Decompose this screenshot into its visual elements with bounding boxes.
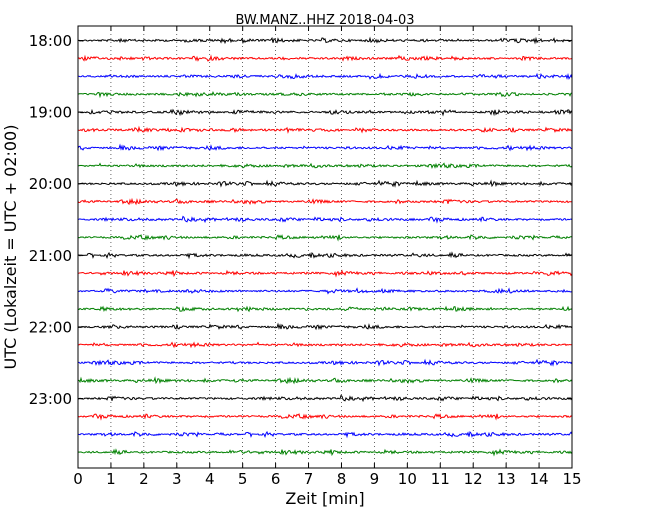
- trace-2045: [77, 234, 573, 242]
- x-tick-label: 2: [139, 470, 149, 488]
- trace-2100: [77, 251, 573, 260]
- trace-2345: [77, 448, 573, 457]
- trace-2245: [77, 376, 573, 385]
- x-tick-label: 15: [562, 470, 581, 488]
- y-axis-label: UTC (Lokalzeit = UTC + 02:00): [1, 125, 20, 370]
- x-tick-label: 5: [238, 470, 248, 488]
- x-axis-label: Zeit [min]: [285, 489, 364, 508]
- y-axis-ticks: 18:00 19:00 20:00 21:00 22:00 23:00: [29, 32, 572, 408]
- trace-2230: [77, 358, 573, 367]
- trace-2000: [77, 179, 573, 188]
- x-tick-label: 3: [172, 470, 182, 488]
- x-tick-label: 12: [464, 470, 483, 488]
- chart-title: BW.MANZ..HHZ 2018-04-03: [235, 13, 414, 28]
- trace-2145: [77, 305, 573, 313]
- trace-2015: [77, 197, 573, 206]
- x-tick-label: 11: [431, 470, 450, 488]
- grid-lines: [110, 26, 540, 468]
- y-tick-label: 18:00: [29, 32, 72, 50]
- trace-2215: [77, 341, 573, 349]
- x-tick-label: 13: [497, 470, 516, 488]
- plot-frame: [77, 25, 573, 469]
- x-tick-label: 1: [106, 470, 116, 488]
- trace-1930: [77, 143, 573, 152]
- seismic-traces: [77, 36, 573, 457]
- trace-1945: [78, 162, 573, 169]
- trace-1800: [77, 36, 573, 45]
- y-tick-label: 22:00: [29, 318, 72, 336]
- y-tick-label: 21:00: [29, 247, 72, 265]
- y-tick-label: 20:00: [29, 175, 72, 193]
- trace-2330: [77, 430, 573, 439]
- x-tick-label: 7: [304, 470, 314, 488]
- trace-2315: [77, 413, 573, 421]
- x-tick-label: 6: [271, 470, 281, 488]
- trace-1915: [77, 125, 573, 134]
- x-tick-label: 9: [370, 470, 380, 488]
- y-tick-label: 23:00: [29, 390, 72, 408]
- x-axis-ticks: 0 1 2 3 4 5 6 7 8 9 10 11 12 13 14 15: [73, 26, 582, 488]
- trace-1830: [78, 72, 573, 80]
- x-tick-label: 0: [73, 470, 83, 488]
- x-tick-label: 14: [530, 470, 549, 488]
- x-tick-label: 4: [205, 470, 215, 488]
- trace-1900: [78, 108, 573, 117]
- x-tick-label: 10: [398, 470, 417, 488]
- trace-2030: [77, 215, 573, 224]
- y-tick-label: 19:00: [29, 104, 72, 122]
- trace-1845: [77, 91, 573, 99]
- trace-2200: [77, 322, 573, 331]
- trace-2115: [77, 269, 573, 278]
- x-tick-label: 8: [337, 470, 347, 488]
- trace-2300: [77, 394, 573, 403]
- trace-2130: [77, 287, 573, 295]
- trace-1815: [77, 54, 573, 62]
